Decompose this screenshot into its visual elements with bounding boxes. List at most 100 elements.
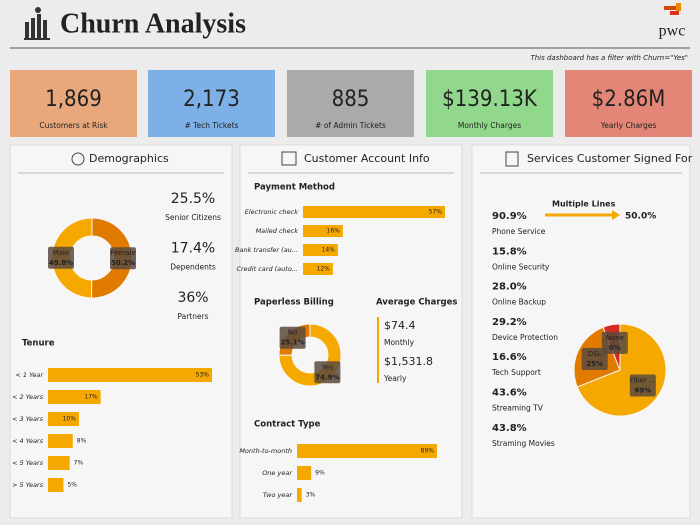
stat-label: Device Protection [492,333,558,342]
bar-value-label: 8% [77,438,87,445]
filter-note: This dashboard has a filter with Churn="… [530,54,688,62]
stat-value: 28.0% [492,282,527,293]
stat-value: 43.8% [492,423,527,434]
bar-value-label: 17% [84,394,98,401]
bar-category: Electronic check [245,208,299,216]
multiple-lines-value: 50.0% [625,212,656,222]
bar-value-label: 16% [327,228,341,235]
stat-label: Dependents [170,263,216,272]
bar [48,368,212,382]
bar-category: < 1 Year [15,371,44,379]
bar-category: Credit card (auto... [236,265,298,273]
stat-label: Online Backup [492,298,546,307]
avg-label: Monthly [384,338,415,347]
slice-category: Male [53,249,70,257]
label-box [48,246,75,269]
bar-category: < 5 Years [12,459,44,467]
bar [303,263,333,275]
bar [303,225,343,237]
kpi-value: 1,869 [45,87,102,112]
stat-value: 17.4% [171,241,215,257]
label-box [601,331,628,354]
bar [297,466,312,480]
kpi-card [565,70,692,137]
arrow-head [612,210,620,220]
stat-value: 16.6% [492,352,527,363]
stat-value: 25.5% [171,191,215,207]
stat-value: 15.8% [492,246,527,257]
label-box [629,374,656,397]
bar-value-label: 53% [196,372,210,379]
stat-value: 90.9% [492,211,527,222]
slice-value-label: 74.9% [315,373,339,381]
page-title: Churn Analysis [60,8,246,39]
bar-category: > 5 Years [12,481,44,489]
stat-value: 43.6% [492,388,527,399]
bar-category: Two year [263,491,294,499]
stat-value: 29.2% [492,317,527,328]
slice [51,217,93,299]
avg-label: Yearly [383,374,407,383]
bar [303,244,338,256]
kpi-card [148,70,275,137]
stat-label: Senior Citizens [165,213,221,222]
chart-title: Contract Type [254,420,321,430]
panel [239,144,463,519]
kpi-label: Customers at Risk [39,121,108,130]
bar-category: Bank transfer (au... [235,246,298,254]
stat-label: Streaming TV [492,404,544,413]
stat-label: Phone Service [492,227,546,236]
kpi-card [10,70,137,137]
bar [297,444,437,458]
slice-category: Fiber ... [630,377,656,385]
label-box [109,247,136,270]
panel-title: Customer Account Info [304,152,430,165]
label-box [314,361,341,384]
bar-category: < 3 Years [12,415,44,423]
bar [48,478,64,492]
bar [48,390,101,404]
bar-category: < 4 Years [12,437,44,445]
slice-value-label: 25% [586,360,603,368]
stat-label: Tech Support [491,368,541,377]
kpi-label: Yearly Charges [600,121,657,130]
slice-value-label: 49.8% [49,259,73,267]
slice-category: DSL [588,350,602,358]
slice-value-label: 69% [634,387,651,395]
bar-value-label: 9% [315,470,325,477]
slice-value-label: 6% [609,344,621,352]
slice-category: No [288,329,298,337]
panel-title: Demographics [89,152,169,165]
slice-category: Female [110,249,135,257]
bar-category: One year [262,469,293,477]
bar [48,456,70,470]
kpi-value: $139.13K [442,87,538,112]
logo: pwc [659,23,686,40]
panel [9,144,233,519]
stat-label: Online Security [492,262,550,271]
multiple-lines-label: Multiple Lines [552,200,616,209]
logo-mark [664,3,681,15]
panel-title: Services Customer Signed For [527,152,693,165]
bar-category: Month-to-month [239,447,292,455]
kpi-card [426,70,553,137]
bar-value-label: 5% [67,482,77,489]
stat-label: Partners [177,312,208,321]
slice-category: Yes [321,363,334,371]
kpi-value: 885 [332,87,370,112]
slice [90,217,133,299]
bar-category: Mailed check [256,227,299,235]
kpi-label: Monthly Charges [458,121,521,130]
bar-category: < 2 Years [12,393,44,401]
panel-icon [281,151,297,166]
chart-title: Payment Method [254,183,335,193]
panel-icon [71,152,85,166]
kpi-label: # Tech Tickets [185,121,239,130]
section-title: Average Charges [376,298,457,308]
bar [48,412,79,426]
label-box [581,348,608,371]
kpi-label: # of Admin Tickets [315,121,386,130]
avg-value: $74.4 [384,319,416,332]
bar-value-label: 3% [306,492,316,499]
